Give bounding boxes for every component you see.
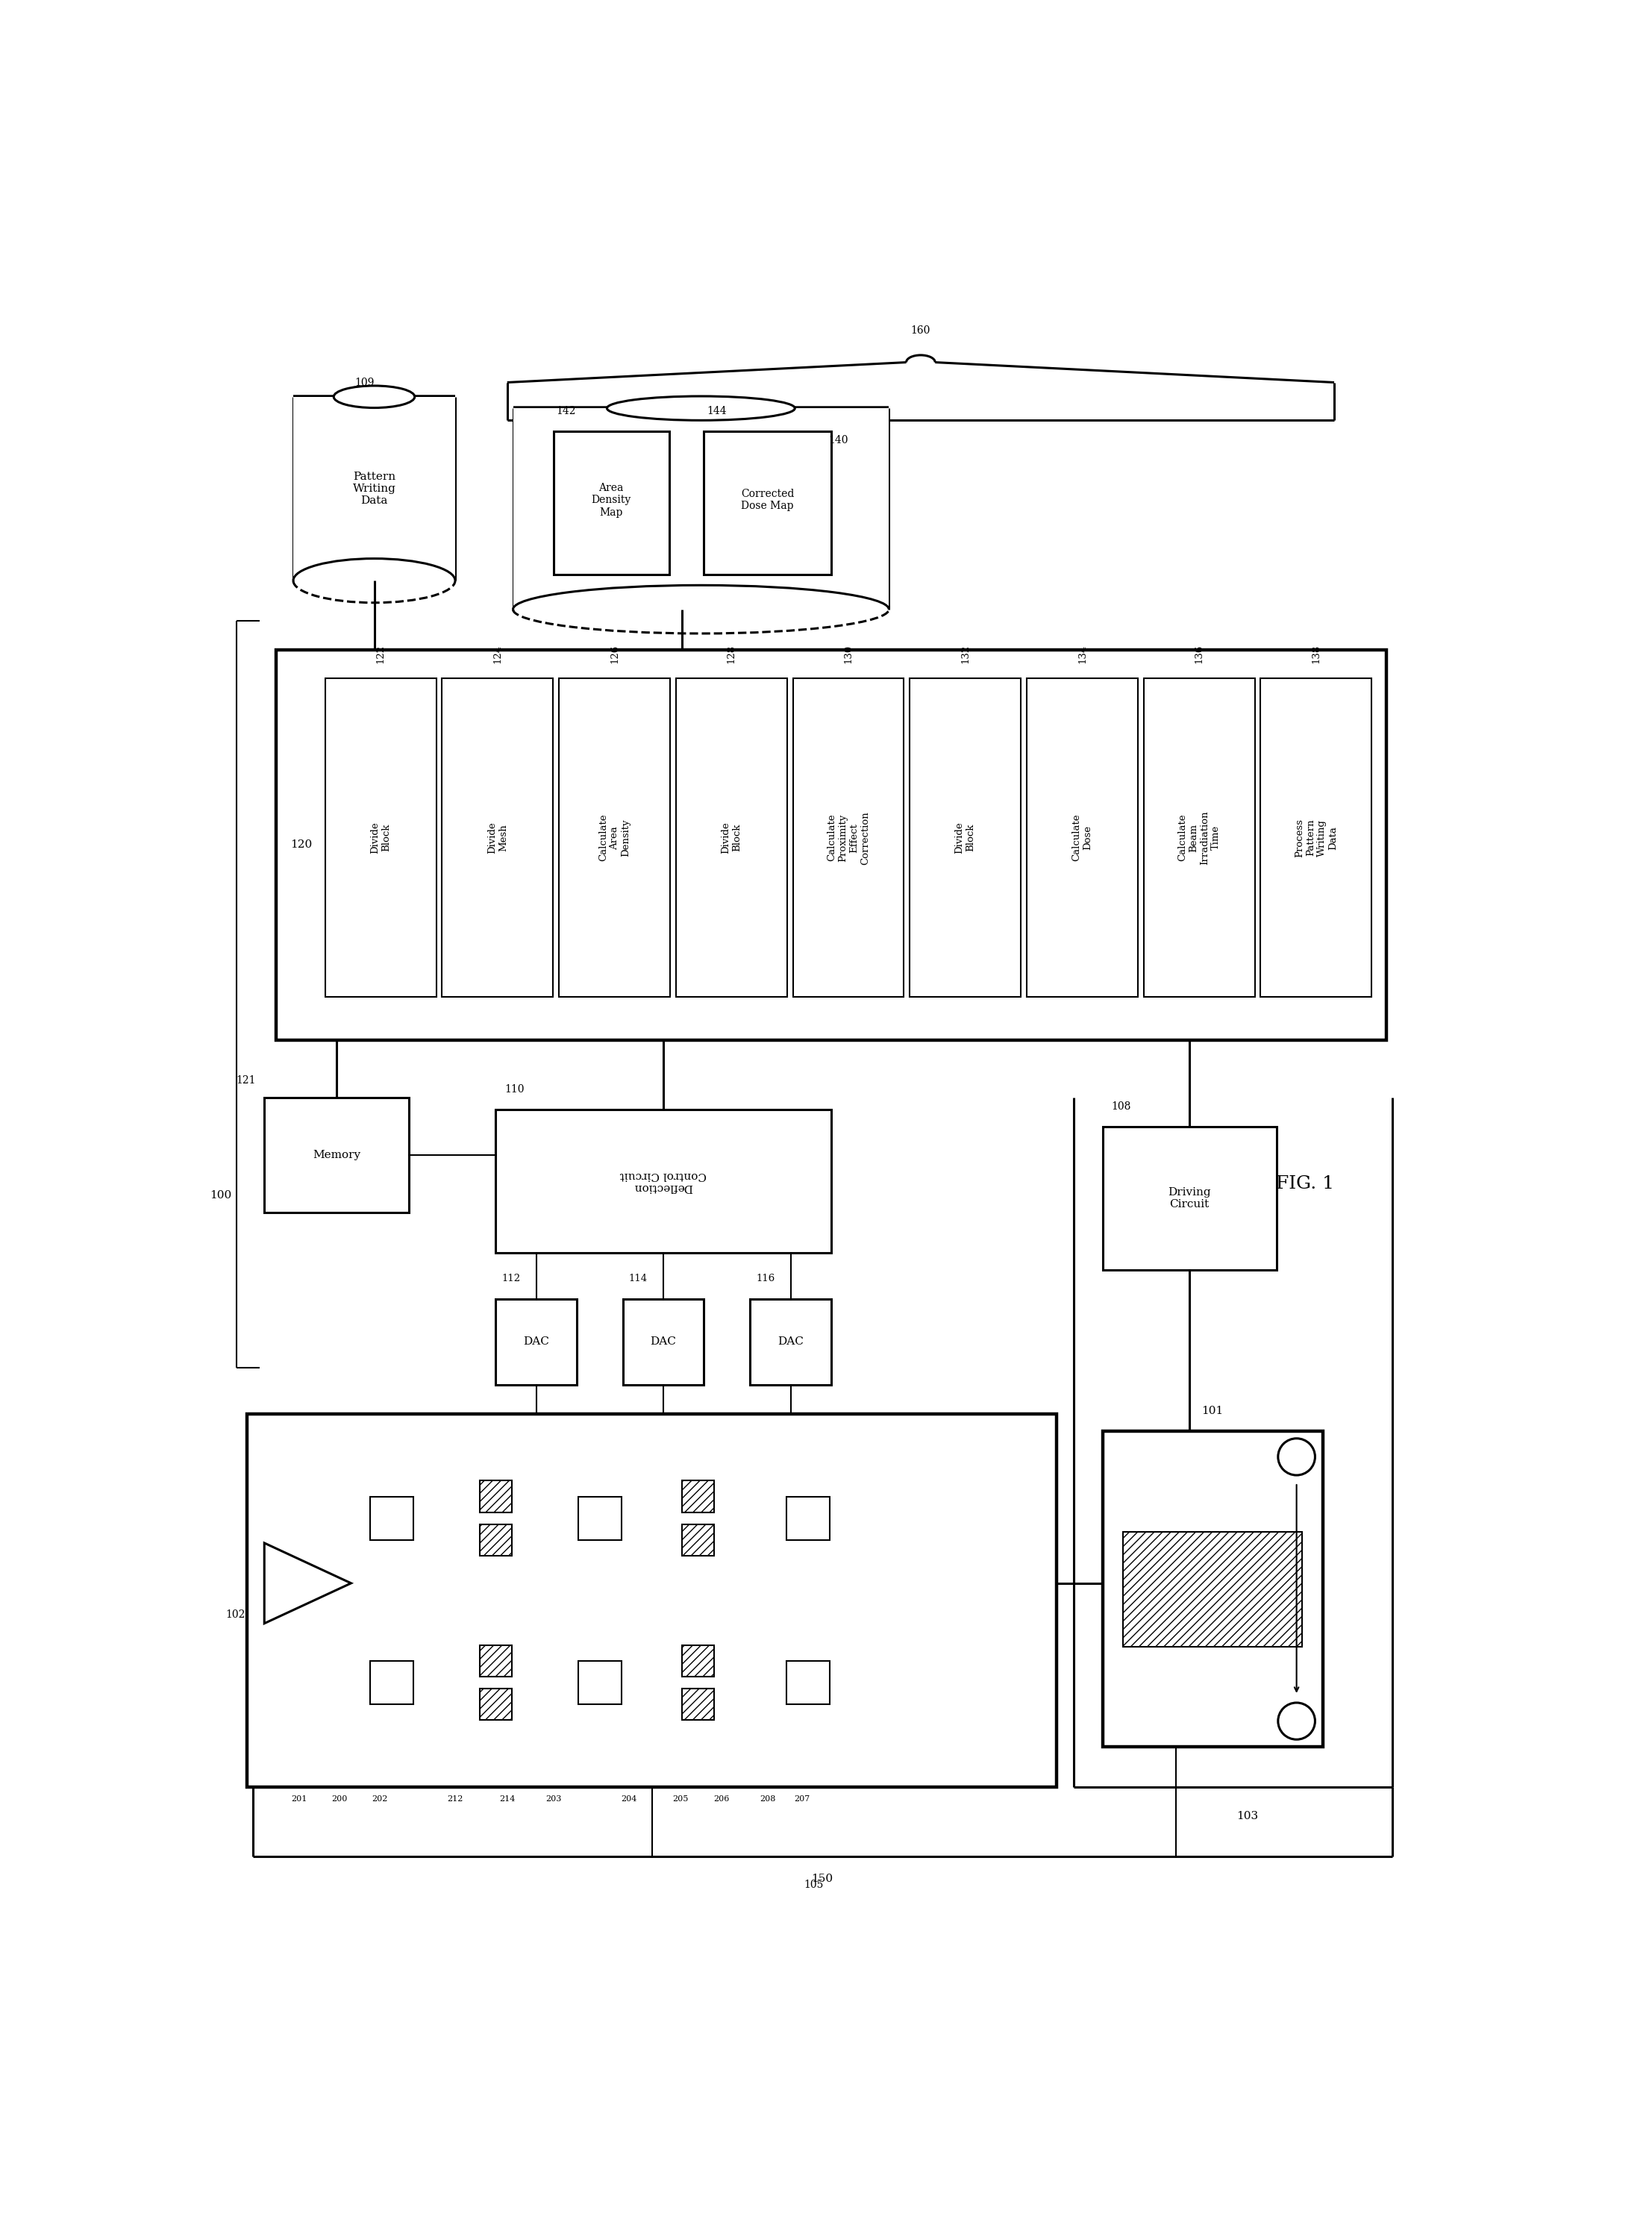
Text: 124: 124 (492, 646, 502, 663)
Text: DAC: DAC (651, 1336, 676, 1347)
Bar (1260, 679, 1371, 996)
Bar (1143, 679, 1256, 996)
Text: 212: 212 (448, 1794, 463, 1803)
Bar (479, 1689, 512, 1720)
Bar (370, 1497, 413, 1539)
Text: 103: 103 (1237, 1812, 1259, 1821)
Text: 214: 214 (499, 1794, 515, 1803)
Bar (578, 1662, 621, 1705)
Text: 142: 142 (557, 407, 577, 416)
Bar (1026, 679, 1138, 996)
Text: 100: 100 (210, 1191, 231, 1200)
Text: 134: 134 (1077, 646, 1087, 663)
Text: 207: 207 (795, 1794, 809, 1803)
Text: Corrected
Dose Map: Corrected Dose Map (740, 489, 795, 512)
Text: 108: 108 (1112, 1101, 1132, 1113)
Text: 204: 204 (621, 1794, 636, 1803)
Bar (553, 431, 669, 574)
Text: 206: 206 (714, 1794, 729, 1803)
Text: 105: 105 (805, 1879, 824, 1890)
Text: Deflection
Control Circuit: Deflection Control Circuit (620, 1171, 707, 1193)
Text: 208: 208 (760, 1794, 775, 1803)
Text: Pattern
Writing
Data: Pattern Writing Data (352, 471, 396, 507)
Bar (682, 1689, 714, 1720)
Text: 102: 102 (226, 1608, 244, 1620)
Text: 122: 122 (375, 646, 385, 663)
Bar (1104, 1432, 1323, 1747)
Text: DAC: DAC (778, 1336, 803, 1347)
Text: Calculate
Dose: Calculate Dose (1072, 813, 1092, 862)
Text: Calculate
Area
Density: Calculate Area Density (598, 813, 631, 862)
Text: Divide
Block: Divide Block (720, 822, 742, 853)
Bar (676, 679, 786, 996)
Text: 114: 114 (629, 1273, 648, 1285)
Bar (496, 1298, 577, 1385)
Bar (264, 1097, 410, 1213)
Text: Area
Density
Map: Area Density Map (591, 483, 631, 518)
Text: Calculate
Proximity
Effect
Correction: Calculate Proximity Effect Correction (826, 811, 871, 865)
Bar (514, 409, 889, 610)
Bar (558, 679, 671, 996)
Bar (479, 1524, 512, 1555)
Text: 203: 203 (545, 1794, 562, 1803)
Bar (248, 1414, 1057, 1787)
Text: 130: 130 (844, 646, 852, 663)
Text: 116: 116 (757, 1273, 775, 1285)
Bar (443, 679, 553, 996)
Ellipse shape (334, 386, 415, 409)
Text: 144: 144 (707, 407, 727, 416)
Bar (370, 1662, 413, 1705)
Bar (682, 1524, 714, 1555)
Text: 128: 128 (727, 646, 737, 663)
Bar (1104, 1126, 1277, 1271)
Text: 202: 202 (372, 1794, 388, 1803)
Text: FIG. 1: FIG. 1 (1277, 1175, 1335, 1193)
Text: 120: 120 (291, 840, 312, 851)
Text: 132: 132 (960, 646, 970, 663)
Bar (479, 1481, 512, 1512)
Bar (1123, 1533, 1302, 1646)
Text: Driving
Circuit: Driving Circuit (1168, 1186, 1211, 1209)
Bar (704, 431, 831, 574)
Bar (325, 679, 436, 996)
Bar (496, 1110, 831, 1253)
Bar (294, 398, 456, 581)
Bar (786, 1662, 829, 1705)
Bar (578, 1497, 621, 1539)
Ellipse shape (606, 395, 795, 420)
Bar (276, 650, 1386, 1041)
Bar (682, 1644, 714, 1676)
Text: 150: 150 (811, 1874, 833, 1883)
Text: 112: 112 (502, 1273, 520, 1285)
Text: Divide
Block: Divide Block (955, 822, 976, 853)
Text: 140: 140 (828, 436, 847, 445)
Bar (910, 679, 1021, 996)
Text: Divide
Mesh: Divide Mesh (487, 822, 509, 853)
Text: 201: 201 (291, 1794, 307, 1803)
Text: DAC: DAC (524, 1336, 548, 1347)
Bar (479, 1644, 512, 1676)
Text: 126: 126 (610, 646, 620, 663)
Bar (623, 1298, 704, 1385)
Text: Calculate
Beam
Irradiation
Time: Calculate Beam Irradiation Time (1178, 811, 1221, 865)
Text: 200: 200 (332, 1794, 347, 1803)
Text: 121: 121 (236, 1075, 256, 1086)
Bar (682, 1481, 714, 1512)
Text: 138: 138 (1312, 646, 1322, 663)
Bar (750, 1298, 831, 1385)
Text: Process
Pattern
Writing
Data: Process Pattern Writing Data (1295, 818, 1338, 858)
Text: 109: 109 (355, 378, 375, 389)
Bar (786, 1497, 829, 1539)
Text: 136: 136 (1194, 646, 1204, 663)
Bar (793, 679, 904, 996)
Text: 101: 101 (1201, 1405, 1224, 1416)
Text: 160: 160 (910, 326, 930, 335)
Text: Memory: Memory (312, 1151, 360, 1159)
Text: Divide
Block: Divide Block (370, 822, 392, 853)
Text: 205: 205 (672, 1794, 689, 1803)
Text: 110: 110 (504, 1083, 524, 1095)
